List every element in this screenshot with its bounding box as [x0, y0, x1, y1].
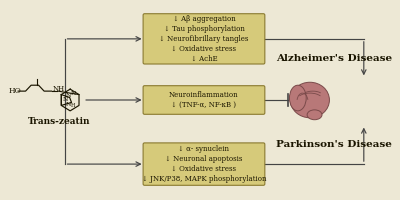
Text: N: N [66, 102, 72, 107]
Text: ↓ Aβ aggregation
↓ Tau phosphorylation
↓ Neurofibrillary tangles
↓ Oxidative str: ↓ Aβ aggregation ↓ Tau phosphorylation ↓… [159, 15, 249, 63]
FancyBboxPatch shape [143, 143, 265, 185]
Ellipse shape [290, 85, 306, 111]
FancyBboxPatch shape [143, 86, 265, 114]
Ellipse shape [307, 110, 322, 120]
Text: H: H [71, 103, 76, 108]
Text: ↓ α- synuclein
↓ Neuronal apoptosis
↓ Oxidative stress
↓ JNK/P38, MAPK phosphory: ↓ α- synuclein ↓ Neuronal apoptosis ↓ Ox… [142, 145, 266, 183]
Text: Trans-zeatin: Trans-zeatin [28, 117, 90, 126]
FancyBboxPatch shape [143, 14, 265, 64]
Text: HO: HO [9, 87, 22, 95]
Text: N: N [66, 93, 72, 98]
Text: Neuroinflammation
↓ (TNF-α, NF-κB ): Neuroinflammation ↓ (TNF-α, NF-κB ) [169, 91, 239, 109]
Text: N: N [71, 91, 76, 96]
Text: NH: NH [52, 85, 65, 93]
Ellipse shape [290, 82, 330, 118]
Text: Parkinson's Disease: Parkinson's Disease [276, 140, 392, 149]
Text: Alzheimer's Disease: Alzheimer's Disease [276, 54, 392, 63]
Text: N: N [63, 97, 68, 102]
